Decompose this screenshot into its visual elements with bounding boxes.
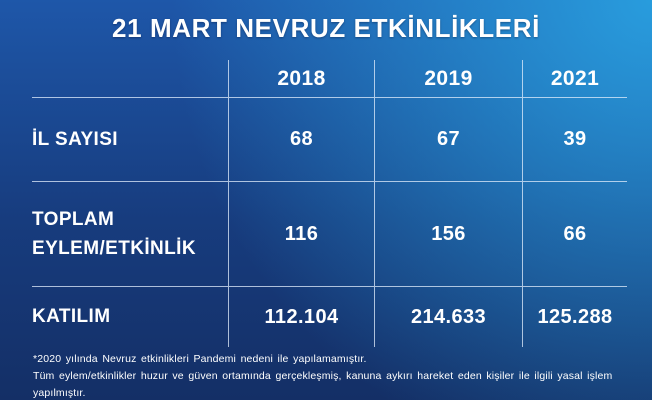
- data-table: 2018 2019 2021 İL SAYISI 68 67 39 TOPLAM…: [32, 60, 627, 347]
- row-label-toplam-eylem-etkinlik: TOPLAM EYLEM/ETKİNLİK: [32, 182, 229, 287]
- cell-toplam-2018: 116: [229, 182, 375, 287]
- column-header-2021: 2021: [523, 60, 627, 98]
- row-label-il-sayisi: İL SAYISI: [32, 98, 229, 182]
- footnotes: *2020 yılında Nevruz etkinlikleri Pandem…: [33, 351, 633, 402]
- page-title: 21 MART NEVRUZ ETKİNLİKLERİ: [112, 13, 540, 43]
- cell-il-sayisi-2021: 39: [523, 98, 627, 182]
- row-label-katilim: KATILIM: [32, 287, 229, 347]
- table-corner-cell: [32, 60, 229, 98]
- cell-katilim-2021: 125.288: [537, 305, 613, 328]
- cell-toplam-2019: 156: [375, 182, 523, 287]
- footnote-pandemic: *2020 yılında Nevruz etkinlikleri Pandem…: [33, 353, 367, 365]
- cell-toplam-2021: 66: [523, 182, 627, 287]
- cell-katilim-2018: 112.104: [229, 287, 375, 347]
- column-header-2019: 2019: [375, 60, 523, 98]
- footnote-legal: Tüm eylem/etkinlikler huzur ve güven ort…: [33, 370, 613, 399]
- cell-katilim-2019: 214.633: [375, 287, 523, 347]
- cell-il-sayisi-2019: 67: [375, 98, 523, 182]
- column-header-2018: 2018: [229, 60, 375, 98]
- cell-il-sayisi-2018: 68: [229, 98, 375, 182]
